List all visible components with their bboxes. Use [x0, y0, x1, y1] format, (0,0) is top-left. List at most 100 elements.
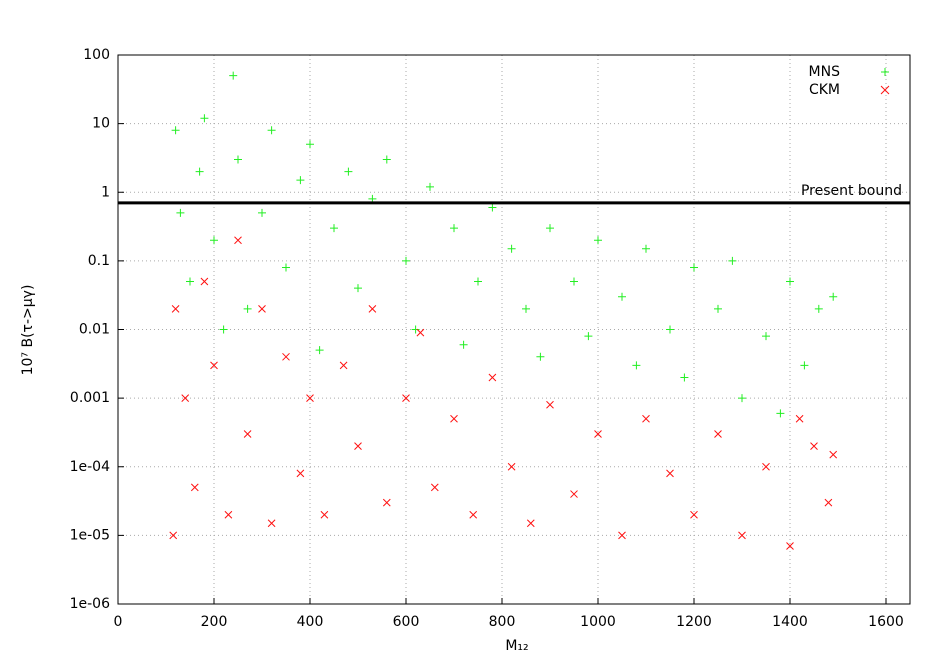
x-tick-label: 0 [114, 614, 123, 630]
x-axis-label: M₁₂ [505, 638, 528, 654]
point [416, 328, 425, 337]
point [210, 236, 218, 245]
point [738, 394, 746, 403]
point [795, 414, 804, 423]
point [762, 332, 770, 341]
point [738, 531, 746, 540]
point [536, 352, 545, 361]
x-tick-label: 400 [297, 614, 324, 630]
x-tick-label: 600 [393, 614, 420, 630]
point [618, 292, 626, 301]
legend-label: CKM [809, 82, 840, 98]
point [354, 284, 362, 293]
point [814, 304, 823, 313]
x-tick-label: 1600 [868, 614, 904, 630]
point [354, 442, 362, 450]
point [618, 531, 626, 540]
point [810, 442, 818, 450]
point [411, 325, 420, 334]
point [824, 498, 833, 507]
point [200, 114, 209, 123]
point [382, 498, 391, 507]
point [680, 373, 689, 382]
point [306, 140, 314, 149]
x-tick-label: 1000 [580, 614, 616, 630]
point [714, 304, 722, 313]
y-tick-label: 1e-06 [70, 596, 110, 612]
x-tick-label: 1400 [772, 614, 808, 630]
point [459, 340, 468, 349]
y-tick-label: 0.001 [70, 390, 110, 406]
plot-frame [117, 54, 911, 605]
y-tick-label: 10 [92, 116, 110, 132]
point [829, 450, 838, 459]
point [229, 71, 238, 80]
point [666, 469, 674, 478]
point [186, 277, 194, 286]
point [382, 155, 391, 164]
point [594, 430, 602, 438]
point [786, 277, 794, 286]
legend-marker [880, 85, 890, 95]
point [171, 304, 180, 313]
point [507, 462, 516, 471]
point [258, 304, 266, 313]
point [181, 394, 190, 402]
point [282, 352, 290, 361]
point [522, 304, 530, 313]
point [282, 263, 290, 272]
point [800, 361, 809, 370]
point [200, 277, 209, 286]
x-tick-label: 200 [201, 614, 228, 630]
point [488, 203, 497, 212]
point [320, 510, 329, 519]
point [642, 244, 650, 253]
point [488, 373, 497, 382]
point [330, 224, 338, 233]
point [267, 126, 276, 135]
point [306, 394, 314, 402]
point [642, 414, 650, 423]
point [714, 430, 722, 438]
point [430, 483, 439, 492]
point [243, 304, 252, 313]
point [296, 176, 305, 185]
point [450, 414, 458, 423]
point [224, 510, 233, 519]
point [234, 155, 242, 164]
point [632, 361, 641, 370]
point [258, 208, 266, 217]
y-tick-label: 0.1 [88, 253, 110, 269]
point [267, 519, 276, 528]
point [368, 304, 377, 313]
x-tick-label: 1200 [676, 614, 712, 630]
y-tick-label: 1e-04 [70, 459, 110, 475]
y-tick-label: 1e-05 [70, 527, 110, 543]
point [315, 346, 324, 355]
y-axis-label: 10⁷ B(τ->μγ) [20, 285, 36, 376]
point [594, 236, 602, 245]
point [570, 277, 578, 286]
point [210, 361, 218, 370]
point [526, 519, 535, 528]
point [786, 542, 794, 550]
y-tick-label: 100 [83, 47, 110, 63]
x-tick-label: 800 [489, 614, 516, 630]
point [546, 400, 554, 409]
legend-label: MNS [809, 64, 841, 80]
bound-label: Present bound [801, 183, 902, 199]
point [190, 483, 199, 492]
point [666, 325, 674, 334]
point [690, 510, 698, 519]
point [195, 167, 204, 176]
legend-marker [881, 68, 889, 76]
point [402, 394, 410, 402]
point [474, 277, 482, 286]
point [507, 244, 516, 253]
point [243, 430, 252, 438]
point [690, 263, 698, 272]
y-tick-label: 0.01 [79, 322, 110, 338]
y-tick-label: 1 [101, 184, 110, 200]
point [344, 167, 353, 176]
